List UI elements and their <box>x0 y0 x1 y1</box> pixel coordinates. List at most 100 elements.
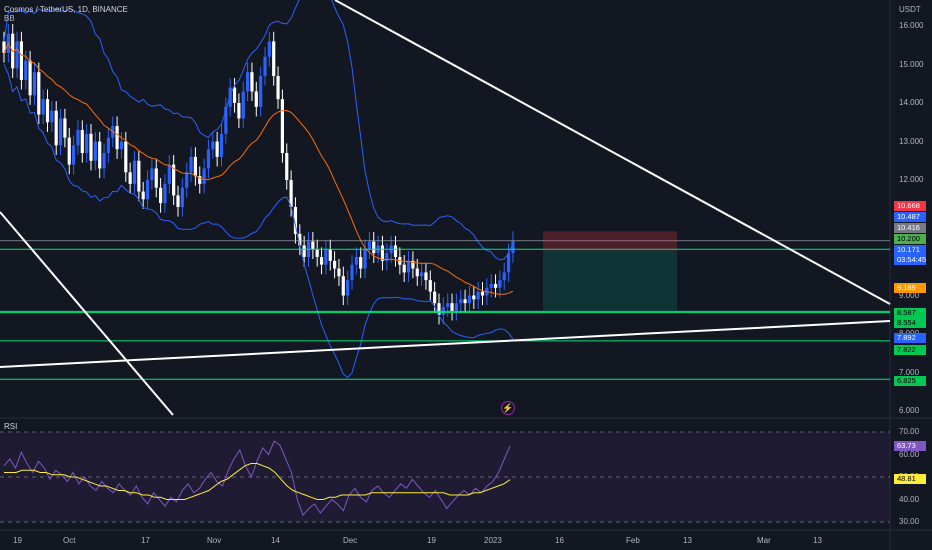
rsi-tick-label: 70.00 <box>899 427 920 436</box>
candle <box>298 233 302 246</box>
rsi-band <box>0 432 890 522</box>
candle <box>137 160 141 192</box>
candle <box>89 133 93 161</box>
candle <box>124 141 128 173</box>
candle <box>58 118 63 146</box>
price-tick-label: 12.000 <box>899 175 924 184</box>
price-scale-tag: 10.416 <box>894 223 926 233</box>
price-tick-label: 9.000 <box>899 290 920 300</box>
price-tick-label: 14.000 <box>899 98 924 107</box>
candle <box>324 249 328 265</box>
candle <box>206 149 211 169</box>
symbol-title[interactable]: Cosmos / TetherUS, 1D, BINANCE <box>4 5 128 14</box>
candle <box>76 129 80 146</box>
candle <box>176 195 180 207</box>
candle <box>446 303 450 308</box>
candle <box>341 276 345 296</box>
candle <box>80 129 84 154</box>
candle <box>315 249 319 257</box>
candle <box>507 253 511 273</box>
candle <box>15 41 19 69</box>
candle <box>424 272 428 281</box>
candle <box>232 87 237 103</box>
candle <box>24 60 28 80</box>
candle <box>145 180 150 200</box>
candle <box>263 56 267 77</box>
candle <box>250 72 254 92</box>
candle <box>254 91 258 107</box>
candle <box>272 41 276 77</box>
candle <box>402 264 406 273</box>
candle <box>163 183 167 204</box>
candle <box>72 145 76 165</box>
candle <box>2 41 6 53</box>
candle <box>198 176 202 184</box>
candle <box>219 133 224 157</box>
candle <box>211 141 215 150</box>
candle <box>276 76 280 100</box>
candle <box>502 272 506 281</box>
symbol-legend: Cosmos / TetherUS, 1D, BINANCE BB <box>4 5 128 23</box>
candle <box>498 280 502 288</box>
candle <box>141 191 145 200</box>
price-scale-tag: 10.171 03:54:45 <box>894 245 926 265</box>
lightning-icon[interactable]: ⚡ <box>501 401 515 415</box>
position-target-zone <box>543 250 677 312</box>
candle <box>311 241 315 250</box>
candle <box>67 137 71 165</box>
candle <box>493 283 498 288</box>
candle <box>406 260 411 273</box>
candle <box>428 280 432 292</box>
candle <box>354 257 358 265</box>
time-tick-label: 16 <box>555 536 564 545</box>
candle <box>433 291 437 304</box>
candle <box>489 283 493 288</box>
rsi-tick-label: 40.00 <box>899 494 920 504</box>
time-tick-label: 19 <box>13 536 22 545</box>
candle <box>459 299 463 304</box>
price-scale-tag: 10.200 <box>894 234 926 244</box>
candle <box>380 245 385 261</box>
candle <box>50 110 54 123</box>
candle <box>202 168 206 184</box>
candle <box>28 60 32 96</box>
candle <box>293 206 298 234</box>
trendline-left <box>0 211 174 416</box>
price-scale-tag: 6.825 <box>894 376 926 386</box>
candle <box>289 180 293 207</box>
candle <box>180 187 184 207</box>
candle <box>93 141 97 161</box>
candle <box>119 141 124 150</box>
time-tick-label: 19 <box>427 536 436 545</box>
time-tick-label: 13 <box>683 536 692 545</box>
candle <box>441 307 445 315</box>
time-tick-label: 2023 <box>484 536 502 545</box>
candle <box>237 103 241 119</box>
candle <box>154 168 158 188</box>
rsi-ma-line <box>4 463 511 500</box>
candle <box>472 295 476 300</box>
rsi-pane-label[interactable]: RSI <box>4 422 18 431</box>
candle <box>337 268 341 277</box>
candle <box>476 291 480 300</box>
candle <box>128 172 132 184</box>
time-tick-label: Dec <box>343 536 358 545</box>
candle <box>193 156 197 177</box>
indicator-label-bb[interactable]: BB <box>4 14 15 23</box>
candle <box>215 141 219 157</box>
position-stop-zone <box>543 231 677 251</box>
candle <box>115 126 119 150</box>
candle <box>350 264 354 281</box>
candle <box>41 99 45 115</box>
bb-basis <box>3 42 514 295</box>
bb-lower <box>3 64 514 379</box>
time-tick-label: 14 <box>271 536 280 545</box>
price-tick-label: 7.000 <box>899 367 920 377</box>
candle <box>228 87 232 107</box>
candle <box>450 303 454 311</box>
trendline-descending <box>334 0 891 305</box>
candle <box>411 260 415 269</box>
candle <box>328 249 332 261</box>
candle <box>172 164 176 196</box>
